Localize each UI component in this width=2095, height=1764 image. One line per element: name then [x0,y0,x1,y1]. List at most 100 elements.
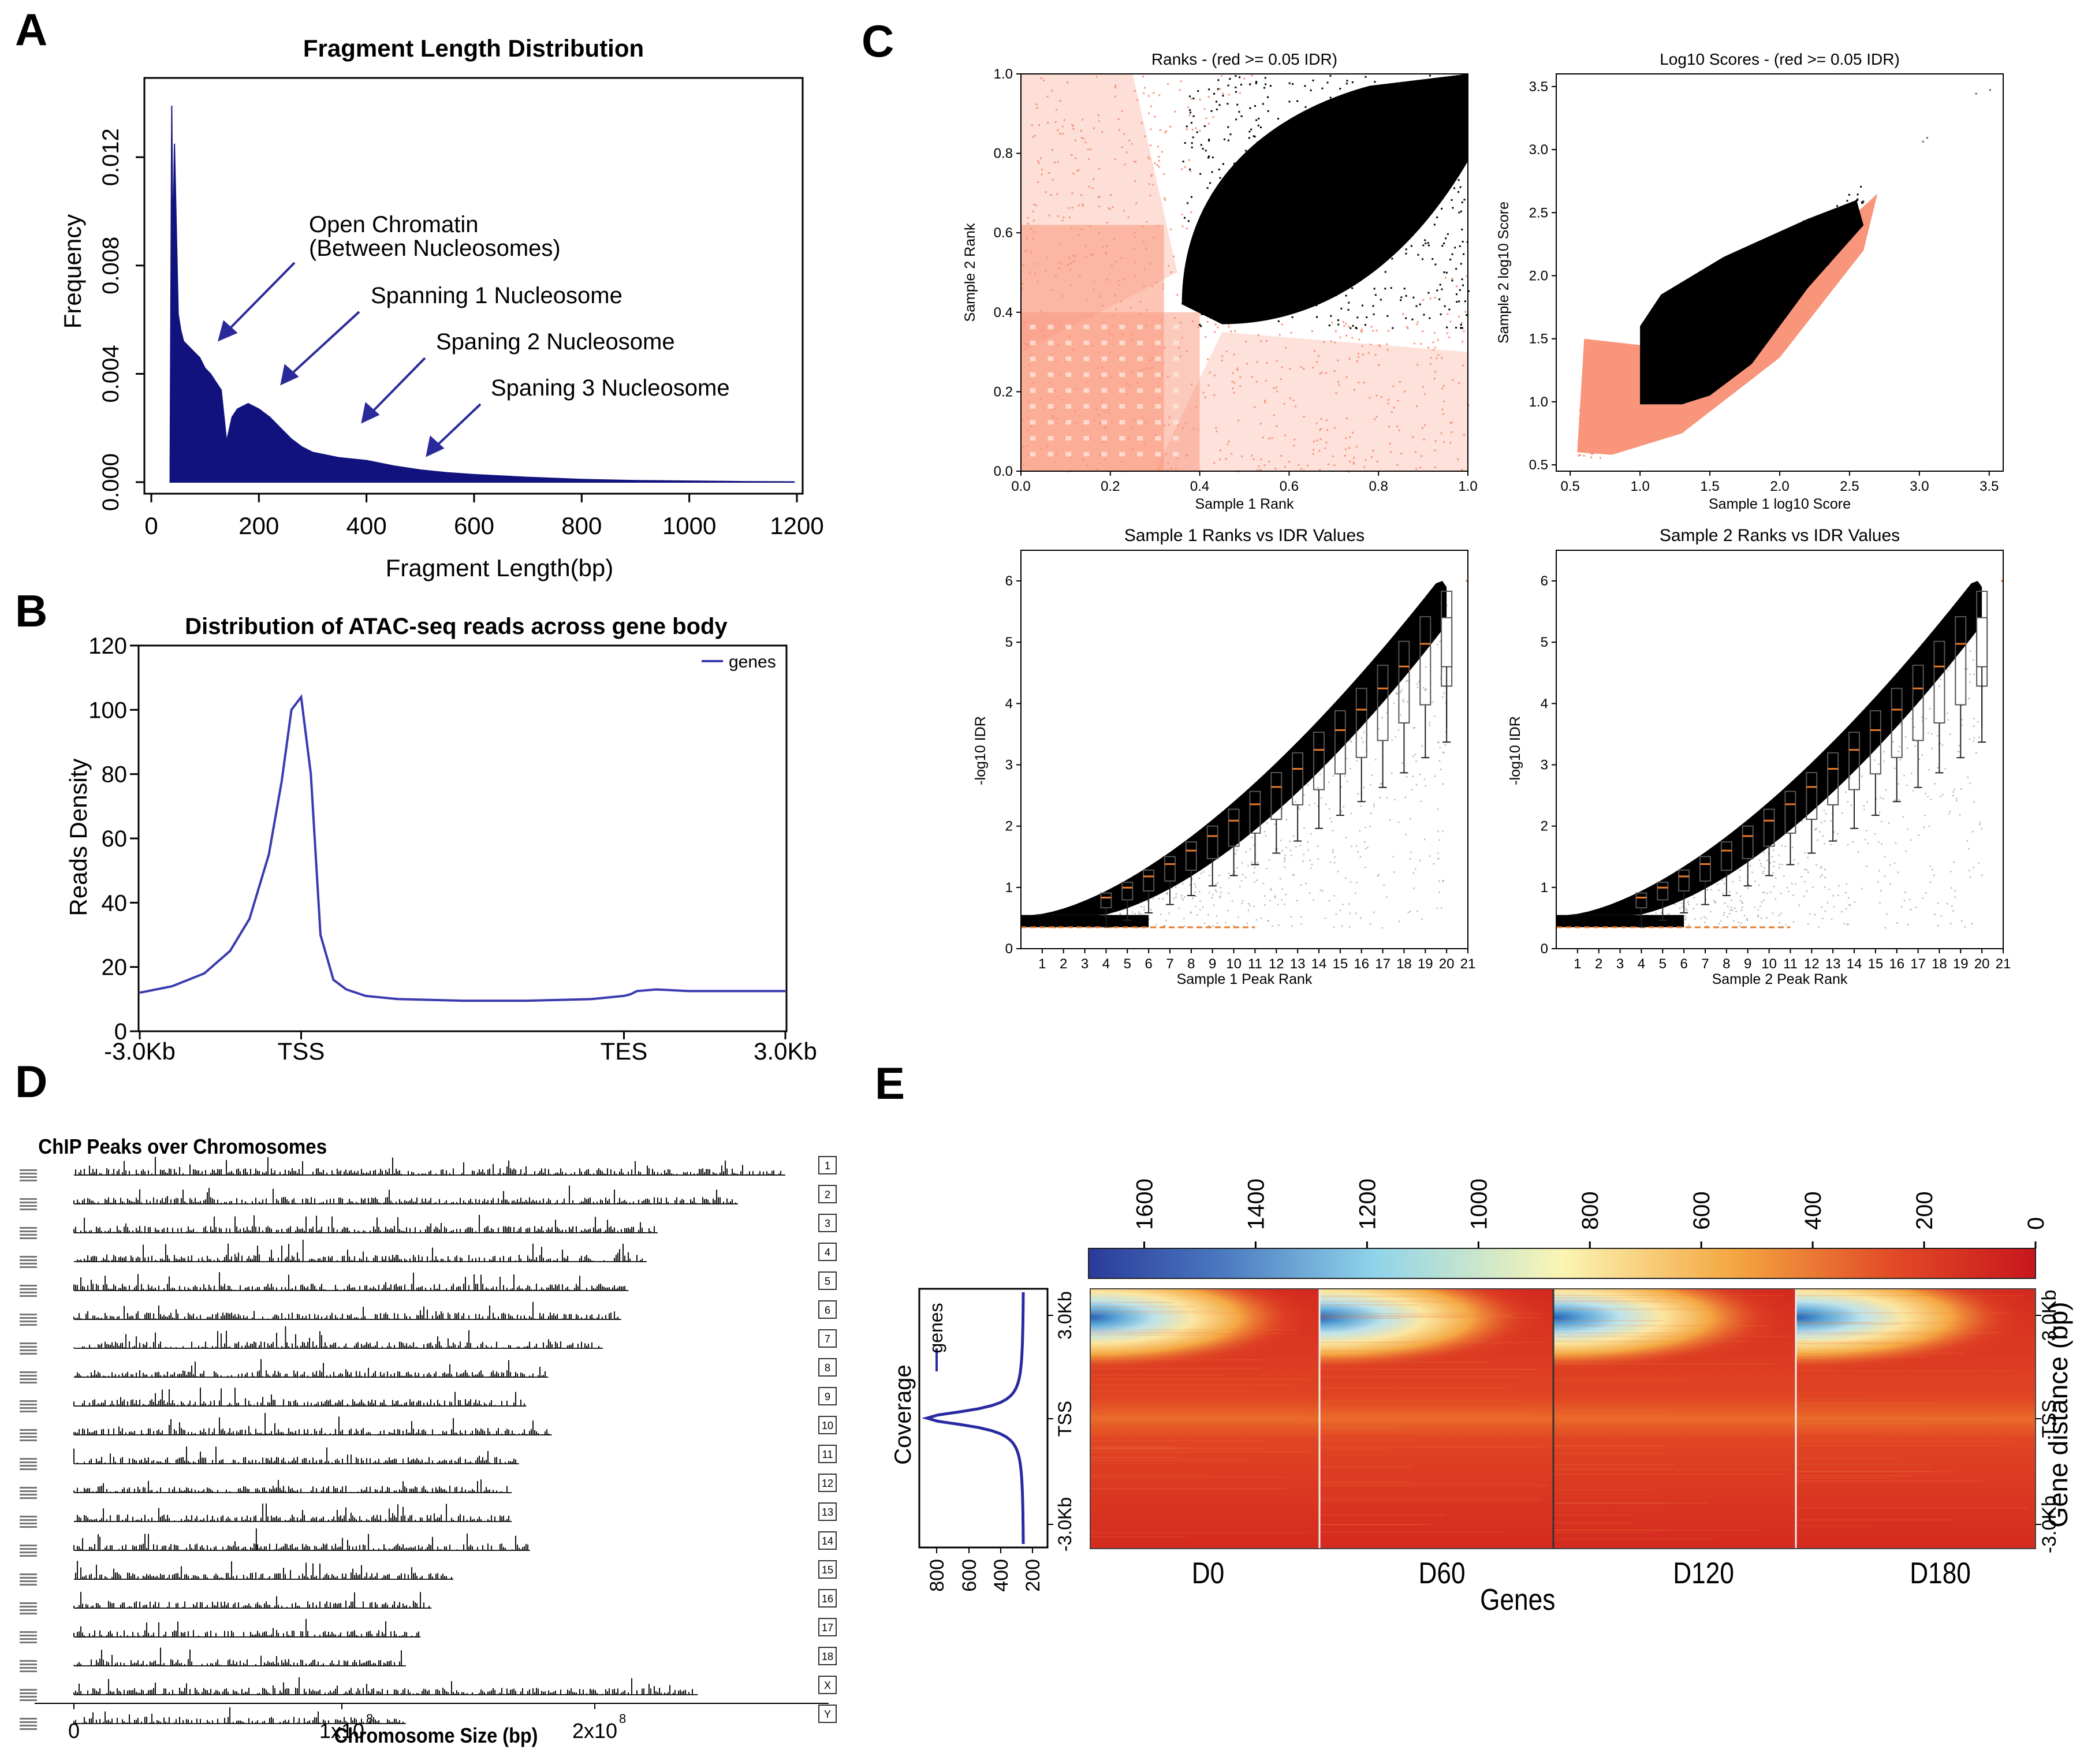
c2-red-point [1654,404,1656,406]
c1-black-point [1263,87,1266,89]
c4-plot-point [1893,767,1896,770]
c2-black-point [1704,303,1706,305]
c4-plot-point [1952,795,1954,797]
c1-red-point [1089,225,1091,228]
c1-black-point [1366,264,1368,266]
c1-red-point [1365,458,1367,461]
c2-red-point [1647,409,1650,412]
c1-red-point [1451,278,1453,280]
c1-red-grid-cell [1065,325,1072,330]
c3-plot-point [1350,812,1352,814]
c4-plot-point [1758,859,1761,861]
c1-red-point [1058,133,1061,135]
c1-black-point [1202,148,1204,150]
c3-plot-point [1266,822,1268,824]
c2-red-point [1638,390,1640,393]
annotation-spanning-3: Spaning 3 Nucleosome [491,375,730,401]
c1-black-point [1296,100,1299,102]
c2-black-point [1698,361,1701,364]
c3-plot-point [1438,880,1440,882]
c2-red-point [1606,431,1609,433]
c1-red-point [1142,226,1144,228]
c1-black-point [1360,157,1362,159]
c1-red-point [1114,95,1117,98]
c1-red-point [1080,137,1083,139]
c2-black-point [1666,382,1668,384]
c4-plot-point [1761,865,1762,867]
c1-red-point [1326,419,1328,422]
c2-black-point [1800,260,1803,263]
c1-red-point [1129,307,1132,309]
c2-black-point [1748,292,1750,294]
c1-red-point [1072,128,1075,130]
c4-plot-point [1764,867,1766,869]
c1-red-point [1233,353,1235,356]
c1-red-point [1333,427,1336,429]
chrom-label: 3 [825,1218,830,1229]
c2-black-point [1822,249,1825,251]
c2-black-cloud [1640,200,1864,405]
c1-black-point [1216,109,1218,111]
c3-plot-point [1409,858,1411,860]
c4-plot-point [1925,892,1927,894]
c2-black-point [1762,289,1765,292]
c1-black-point [1454,140,1456,142]
c3-plot-point [1303,794,1305,796]
c3-plot-point [1445,702,1447,704]
c2-black-point [1787,238,1789,240]
chart-a-x-tick-label: 400 [346,512,387,539]
c3-plot-point [1355,882,1358,883]
c2-black-point [1787,278,1790,281]
c3-plot-point [1182,899,1184,901]
c4-plot-point [1770,891,1772,893]
c3-plot-point [1253,844,1255,846]
c3-plot-box [1206,825,1218,860]
c1-black-point [1339,88,1341,90]
c1-red-point [1098,205,1100,207]
c1-black-point [1449,259,1452,261]
c4-plot-point [1786,886,1788,889]
c3-ticks-x-tick-label: 9 [1209,956,1216,972]
c3-plot-point [1270,888,1272,890]
c1-red-point [1071,124,1073,126]
c1-red-point [1325,441,1328,443]
c3-plot-point [1367,846,1369,849]
c3-plot-point [1333,926,1335,928]
c3-plot-point [1351,845,1352,848]
c4-plot-box [1657,881,1669,901]
c3-plot-point [1131,911,1134,913]
c1-black-point [1200,144,1202,146]
c4-plot-point [1818,926,1820,928]
c1-red-point [1093,288,1095,290]
c1-red-grid-cell [1048,388,1054,393]
c1-red-point [1423,438,1425,441]
c3-plot-point [1311,863,1313,866]
c4-plot-point [1949,810,1951,812]
c1-red-grid-cell [1119,388,1125,393]
c1-red-point [1164,199,1166,201]
c1-red-point [1281,323,1283,326]
c1-black-point [1203,295,1205,297]
c1-red-point [1251,376,1253,378]
c3-plot-point [1429,725,1430,726]
c1-red-point [1237,419,1240,422]
c1-red-point [1343,325,1345,327]
c4-plot-point [1740,922,1742,924]
c1-red-point [1257,469,1259,471]
c4-plot-point [1845,908,1847,910]
c2-red-point [1593,428,1596,430]
c1-red-point [1219,88,1221,90]
c1-red-point [1192,427,1195,430]
c1-black-point [1290,240,1292,242]
c3-plot-point [1195,896,1197,897]
c1-red-point [1376,460,1378,463]
c1-black-point [1405,132,1407,135]
c1-red-point [1085,381,1087,383]
chart-c3-title: Sample 1 Ranks vs IDR Values [1124,526,1365,545]
panel-letter-c: C [862,16,894,66]
chart-c2-y-label: Sample 2 log10 Score [1496,202,1512,344]
c4-plot-point [1959,814,1961,816]
c1-black-point [1455,97,1457,99]
c1-red-point [1114,86,1116,88]
c1-red-cloud [1155,332,1468,471]
